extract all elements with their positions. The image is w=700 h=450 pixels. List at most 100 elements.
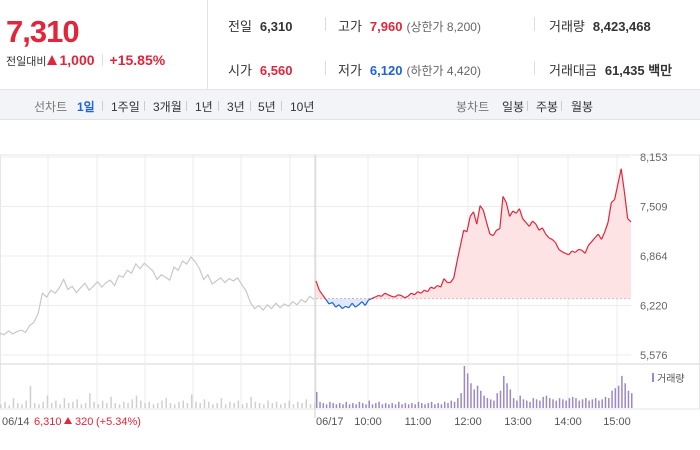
- intraday-volume-bar: [617, 385, 620, 408]
- prev-volume-bar: [123, 401, 125, 408]
- intraday-volume-bar: [443, 401, 446, 408]
- x-tick-label: 12:00: [454, 416, 482, 428]
- intraday-volume-bar: [532, 398, 535, 408]
- intraday-volume-bar: [316, 391, 318, 408]
- prev-volume-bar: [314, 403, 316, 408]
- tab-3year[interactable]: 3년: [227, 100, 245, 114]
- tab-10year[interactable]: 10년: [290, 100, 315, 114]
- intraday-volume-bar: [519, 395, 521, 408]
- prev-volume-bar: [25, 400, 27, 408]
- intraday-volume-bar: [414, 404, 416, 408]
- prev-volume-bar: [165, 398, 167, 408]
- y-tick-label: 8,153: [640, 152, 668, 164]
- prev-day-up-icon: [64, 417, 72, 424]
- intraday-line-segment: [587, 241, 593, 246]
- prev-volume-bar: [59, 404, 61, 408]
- prev-volume-bar: [114, 403, 117, 408]
- intraday-line-segment: [600, 231, 606, 240]
- intraday-volume-bar: [486, 398, 489, 408]
- tab-weekly-candle[interactable]: 주봉: [536, 100, 559, 114]
- intraday-line-segment: [594, 233, 599, 239]
- intraday-volume-bar: [365, 404, 367, 408]
- intraday-line-segment: [502, 196, 507, 203]
- intraday-volume-bar: [489, 399, 492, 408]
- prev-volume-bar: [21, 404, 23, 408]
- low-label: 저가: [338, 63, 362, 78]
- intraday-volume-bar: [548, 398, 551, 408]
- intraday-line-segment: [509, 210, 514, 217]
- intraday-line-segment: [472, 211, 478, 225]
- intraday-volume-bar: [565, 400, 567, 408]
- prev-volume-bar: [195, 401, 197, 408]
- intraday-volume-bar: [631, 393, 633, 408]
- intraday-line-segment: [545, 233, 550, 239]
- period-tab-bar: 선차트 1일 1주일 3개월 1년 3년 5년 10년 봉차트 일봉 주봉 월봉: [0, 90, 700, 120]
- intraday-line-segment: [486, 222, 491, 235]
- prev-volume-bar: [157, 403, 159, 408]
- intraday-line-segment: [568, 250, 573, 256]
- prev-volume-bar: [89, 393, 91, 408]
- intraday-volume-bar: [542, 396, 544, 408]
- amount-stat: 거래대금 61,435 백만: [549, 60, 672, 79]
- intraday-volume-bar: [611, 390, 613, 408]
- intraday-line-segment: [351, 302, 356, 308]
- intraday-volume-bar: [361, 403, 364, 408]
- intraday-volume-bar: [453, 401, 456, 408]
- prev-volume-bar: [127, 403, 129, 408]
- prev-volume-bar: [241, 404, 244, 408]
- tab-1week[interactable]: 1주일: [111, 100, 140, 114]
- prev-day-change-pct: (+5.34%): [96, 416, 141, 428]
- amount-label: 거래대금: [549, 63, 597, 78]
- prev-volume-bar: [246, 403, 248, 408]
- intraday-line-segment: [424, 289, 428, 293]
- volume-value: 8,423,468: [592, 19, 651, 34]
- intraday-volume-bar: [404, 403, 407, 408]
- prev-volume-bar: [220, 398, 223, 408]
- prev-volume-bar: [263, 404, 265, 408]
- tab-daily-candle[interactable]: 일봉: [502, 100, 525, 114]
- intraday-line-segment: [361, 301, 366, 306]
- intraday-volume-bar: [466, 373, 469, 408]
- intraday-line-segment: [532, 220, 537, 225]
- tab-3month[interactable]: 3개월: [153, 100, 182, 114]
- intraday-line-segment: [558, 248, 563, 253]
- intraday-line-segment: [505, 202, 511, 217]
- prev-volume-bar: [237, 400, 240, 408]
- intraday-line-segment: [374, 294, 379, 298]
- tab-1day[interactable]: 1일: [77, 100, 95, 114]
- up-area: [316, 168, 631, 299]
- intraday-line-segment: [489, 233, 494, 237]
- tab-5year[interactable]: 5년: [258, 100, 276, 114]
- intraday-volume-bar: [447, 403, 449, 408]
- candle-chart-label: 봉차트: [456, 100, 490, 114]
- intraday-volume-bar: [332, 403, 334, 408]
- prev-volume-bar: [50, 403, 53, 408]
- high-label: 고가: [338, 19, 362, 34]
- prev-volume-bar: [148, 401, 151, 408]
- intraday-volume-bar: [522, 399, 525, 408]
- intraday-line-segment: [469, 211, 474, 217]
- intraday-line-segment: [437, 284, 441, 288]
- intraday-volume-bar: [499, 390, 502, 408]
- intraday-line-segment: [591, 237, 596, 243]
- intraday-volume-bar: [483, 395, 485, 408]
- prev-volume-bar: [212, 404, 214, 408]
- tab-monthly-candle[interactable]: 월봉: [571, 100, 594, 114]
- intraday-volume-bar: [545, 395, 548, 408]
- tab-1year[interactable]: 1년: [195, 100, 213, 114]
- intraday-volume-bar: [440, 404, 443, 408]
- y-tick-label: 7,509: [640, 202, 668, 214]
- intraday-line-segment: [368, 298, 373, 301]
- intraday-line-segment: [394, 294, 399, 298]
- intraday-volume-bar: [434, 404, 436, 408]
- intraday-volume-bar: [614, 388, 617, 408]
- intraday-volume-bar: [407, 404, 410, 408]
- intraday-volume-bar: [585, 398, 587, 408]
- intraday-line-segment: [617, 168, 622, 185]
- intraday-line-segment: [420, 289, 425, 294]
- prev-volume-bar: [97, 404, 100, 408]
- intraday-line-segment: [315, 280, 320, 291]
- intraday-volume-bar: [319, 401, 321, 408]
- change-amount: 1,000: [59, 52, 95, 68]
- intraday-volume-bar: [604, 396, 607, 408]
